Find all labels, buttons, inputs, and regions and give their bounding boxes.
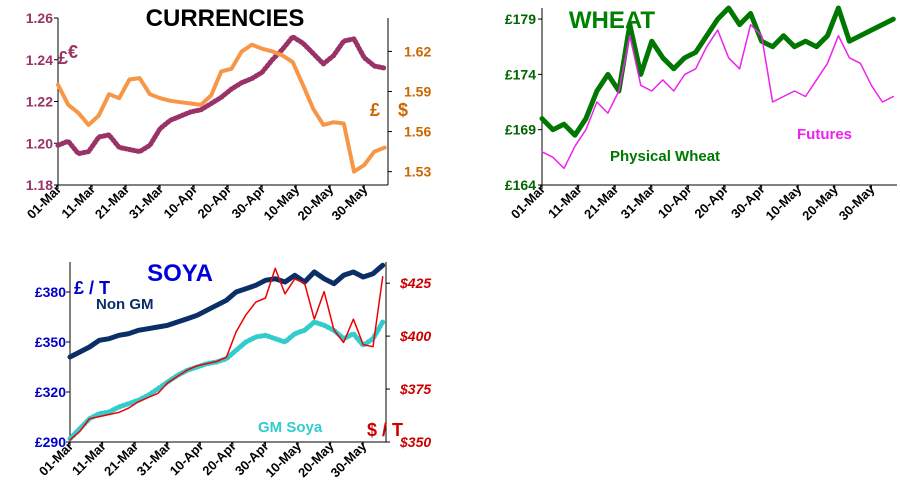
- wheat-x-ticks: 01-Mar11-Mar21-Mar31-Mar10-Apr20-Apr30-A…: [508, 181, 878, 223]
- wheat-physical-label: Physical Wheat: [610, 148, 720, 165]
- currencies-x-tick-label: 21-Mar: [92, 182, 132, 222]
- currencies-left-ticks: 1.18 1.20 1.22 1.24 1.26: [26, 10, 58, 193]
- wheat-left-tick-label: £179: [505, 11, 536, 27]
- currencies-right-ticks: 1.53 1.56 1.59 1.62: [388, 43, 431, 180]
- currencies-right-tick-label: 1.59: [404, 83, 431, 99]
- soya-left-ticks: £290 £320 £350 £380: [35, 284, 70, 450]
- currencies-left-unit-eur: €: [68, 42, 78, 62]
- currencies-x-tick-label: 30-May: [329, 181, 371, 223]
- wheat-x-tick-label: 30-May: [836, 181, 878, 223]
- soya-right-tick-label: $400: [399, 328, 431, 344]
- wheat-series-line-0: [539, 5, 896, 138]
- currencies-right-tick-label: 1.56: [404, 124, 431, 140]
- soya-x-tick-label: 20-Apr: [199, 439, 239, 479]
- currencies-x-tick-label: 10-Apr: [160, 182, 200, 222]
- soya-series-line-2: [69, 267, 384, 441]
- currencies-left-tick-label: 1.20: [26, 135, 53, 151]
- currencies-right-tick-label: 1.62: [404, 43, 431, 59]
- soya-series: [67, 262, 386, 442]
- wheat-x-tick-label: 30-Apr: [728, 182, 768, 222]
- currencies-right-unit-gbp: £: [370, 100, 380, 120]
- currencies-right-unit-usd: $: [398, 100, 408, 120]
- wheat-left-tick-label: £164: [505, 177, 536, 193]
- currencies-left-tick-label: 1.18: [26, 177, 53, 193]
- wheat-left-ticks: £164 £169 £174 £179: [505, 11, 542, 193]
- soya-right-ticks: $350 $375 $400 $425: [386, 275, 431, 450]
- currencies-x-ticks: 01-Mar11-Mar21-Mar31-Mar10-Apr20-Apr30-A…: [24, 181, 371, 223]
- currencies-x-tick-label: 31-Mar: [126, 182, 166, 222]
- currencies-chart: CURRENCIES 1.18 1.20 1.22 1.24 1.26 1.53 1.56…: [24, 5, 432, 223]
- soya-gm-label: GM Soya: [258, 419, 323, 436]
- currencies-title: CURRENCIES: [146, 5, 305, 32]
- wheat-x-tick-label: 10-Apr: [655, 182, 695, 222]
- wheat-futures-label: Futures: [797, 126, 852, 143]
- soya-right-tick-label: $425: [399, 275, 431, 291]
- soya-nongm-label: Non GM: [96, 296, 154, 313]
- soya-right-unit: $ / T: [367, 420, 403, 440]
- wheat-x-tick-label: 31-Mar: [618, 182, 658, 222]
- soya-x-tick-label: 21-Mar: [101, 439, 141, 479]
- soya-x-tick-label: 10-Apr: [167, 439, 207, 479]
- currencies-x-tick-label: 11-Mar: [58, 182, 98, 222]
- soya-x-tick-label: 30-May: [328, 438, 370, 480]
- wheat-x-tick-label: 20-Apr: [691, 182, 731, 222]
- wheat-x-tick-label: 11-Mar: [545, 182, 585, 222]
- soya-right-tick-label: $375: [399, 381, 431, 397]
- currencies-x-tick-label: 20-May: [295, 181, 337, 223]
- wheat-chart: WHEAT £164 £169 £174 £179 01-Mar11-Mar21-Ma…: [505, 5, 897, 223]
- currencies-left-unit-gbp: £: [58, 48, 68, 68]
- wheat-x-tick-label: 21-Mar: [581, 182, 621, 222]
- wheat-x-tick-label: 10-May: [763, 181, 805, 223]
- soya-x-tick-label: 31-Mar: [134, 439, 174, 479]
- wheat-series-line-1: [541, 23, 895, 170]
- wheat-left-tick-label: £174: [505, 66, 536, 82]
- wheat-series: [539, 5, 896, 170]
- soya-chart: SOYA £290 £320 £350 £380 $350 $375 $400 $425 0…: [35, 260, 432, 480]
- wheat-x-tick-label: 20-May: [799, 181, 841, 223]
- currencies-left-tick-label: 1.26: [26, 10, 53, 26]
- currencies-series-line-1: [56, 42, 387, 174]
- soya-x-ticks: 01-Mar11-Mar21-Mar31-Mar10-Apr20-Apr30-A…: [36, 438, 370, 480]
- currencies-left-tick-label: 1.22: [26, 94, 53, 110]
- wheat-left-tick-label: £169: [505, 122, 536, 138]
- soya-left-tick-label: £350: [35, 334, 66, 350]
- wheat-title: WHEAT: [569, 7, 656, 34]
- currencies-right-tick-label: 1.53: [404, 164, 431, 180]
- soya-right-tick-label: $350: [399, 434, 431, 450]
- soya-left-tick-label: £320: [35, 384, 66, 400]
- soya-left-tick-label: £380: [35, 284, 66, 300]
- soya-left-tick-label: £290: [35, 434, 66, 450]
- soya-series-line-1: [67, 319, 386, 442]
- currencies-x-tick-label: 10-May: [260, 181, 302, 223]
- soya-title: SOYA: [147, 260, 213, 287]
- currencies-left-tick-label: 1.24: [26, 52, 53, 68]
- soya-x-tick-label: 11-Mar: [69, 439, 109, 479]
- soya-left-unit: £ / T: [74, 278, 110, 298]
- currencies-series: [55, 34, 388, 174]
- currencies-series-line-0: [55, 34, 388, 157]
- soya-series-line-0: [67, 262, 386, 360]
- currencies-x-tick-label: 20-Apr: [194, 182, 234, 222]
